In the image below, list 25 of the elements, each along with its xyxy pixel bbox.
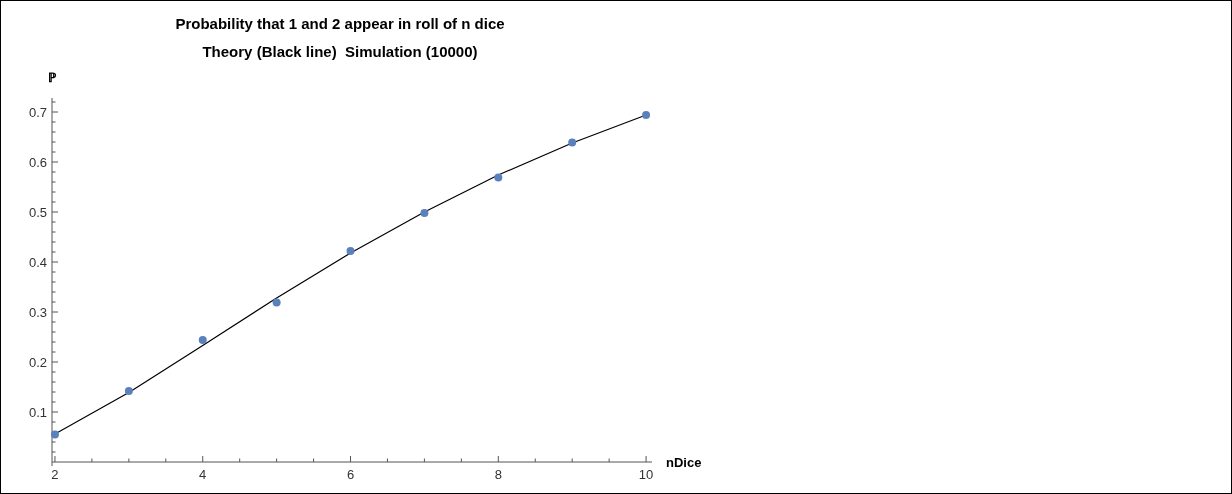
chart-title: Probability that 1 and 2 appear in roll of n dice xyxy=(175,15,505,32)
x-tick-label: 4 xyxy=(199,467,207,482)
point xyxy=(198,336,207,344)
point xyxy=(346,247,355,255)
point xyxy=(568,138,577,147)
y-tick-label: 0.5 xyxy=(28,204,47,220)
y-tick-label: 0.1 xyxy=(28,404,47,420)
x-tick-label: 6 xyxy=(346,467,355,482)
y-axis-title: ℙ xyxy=(47,70,57,85)
point xyxy=(272,298,281,307)
chart-subtitle: Theory (Black line) Simulation (10000) xyxy=(202,43,478,60)
point xyxy=(50,430,59,439)
point xyxy=(420,209,429,217)
y-tick-label: 0.7 xyxy=(28,104,47,120)
y-tick-label: 0.6 xyxy=(28,154,47,170)
point xyxy=(494,173,503,182)
point xyxy=(124,387,133,395)
x-axis-title: nDice xyxy=(666,455,702,470)
x-tick-label: 2 xyxy=(51,467,59,482)
point xyxy=(642,111,651,119)
y-tick-label: 0.2 xyxy=(28,354,47,370)
x-tick-label: 10 xyxy=(638,467,654,482)
y-tick-label: 0.4 xyxy=(28,254,47,270)
x-tick-label: 8 xyxy=(494,467,502,482)
y-tick-label: 0.3 xyxy=(28,304,47,320)
